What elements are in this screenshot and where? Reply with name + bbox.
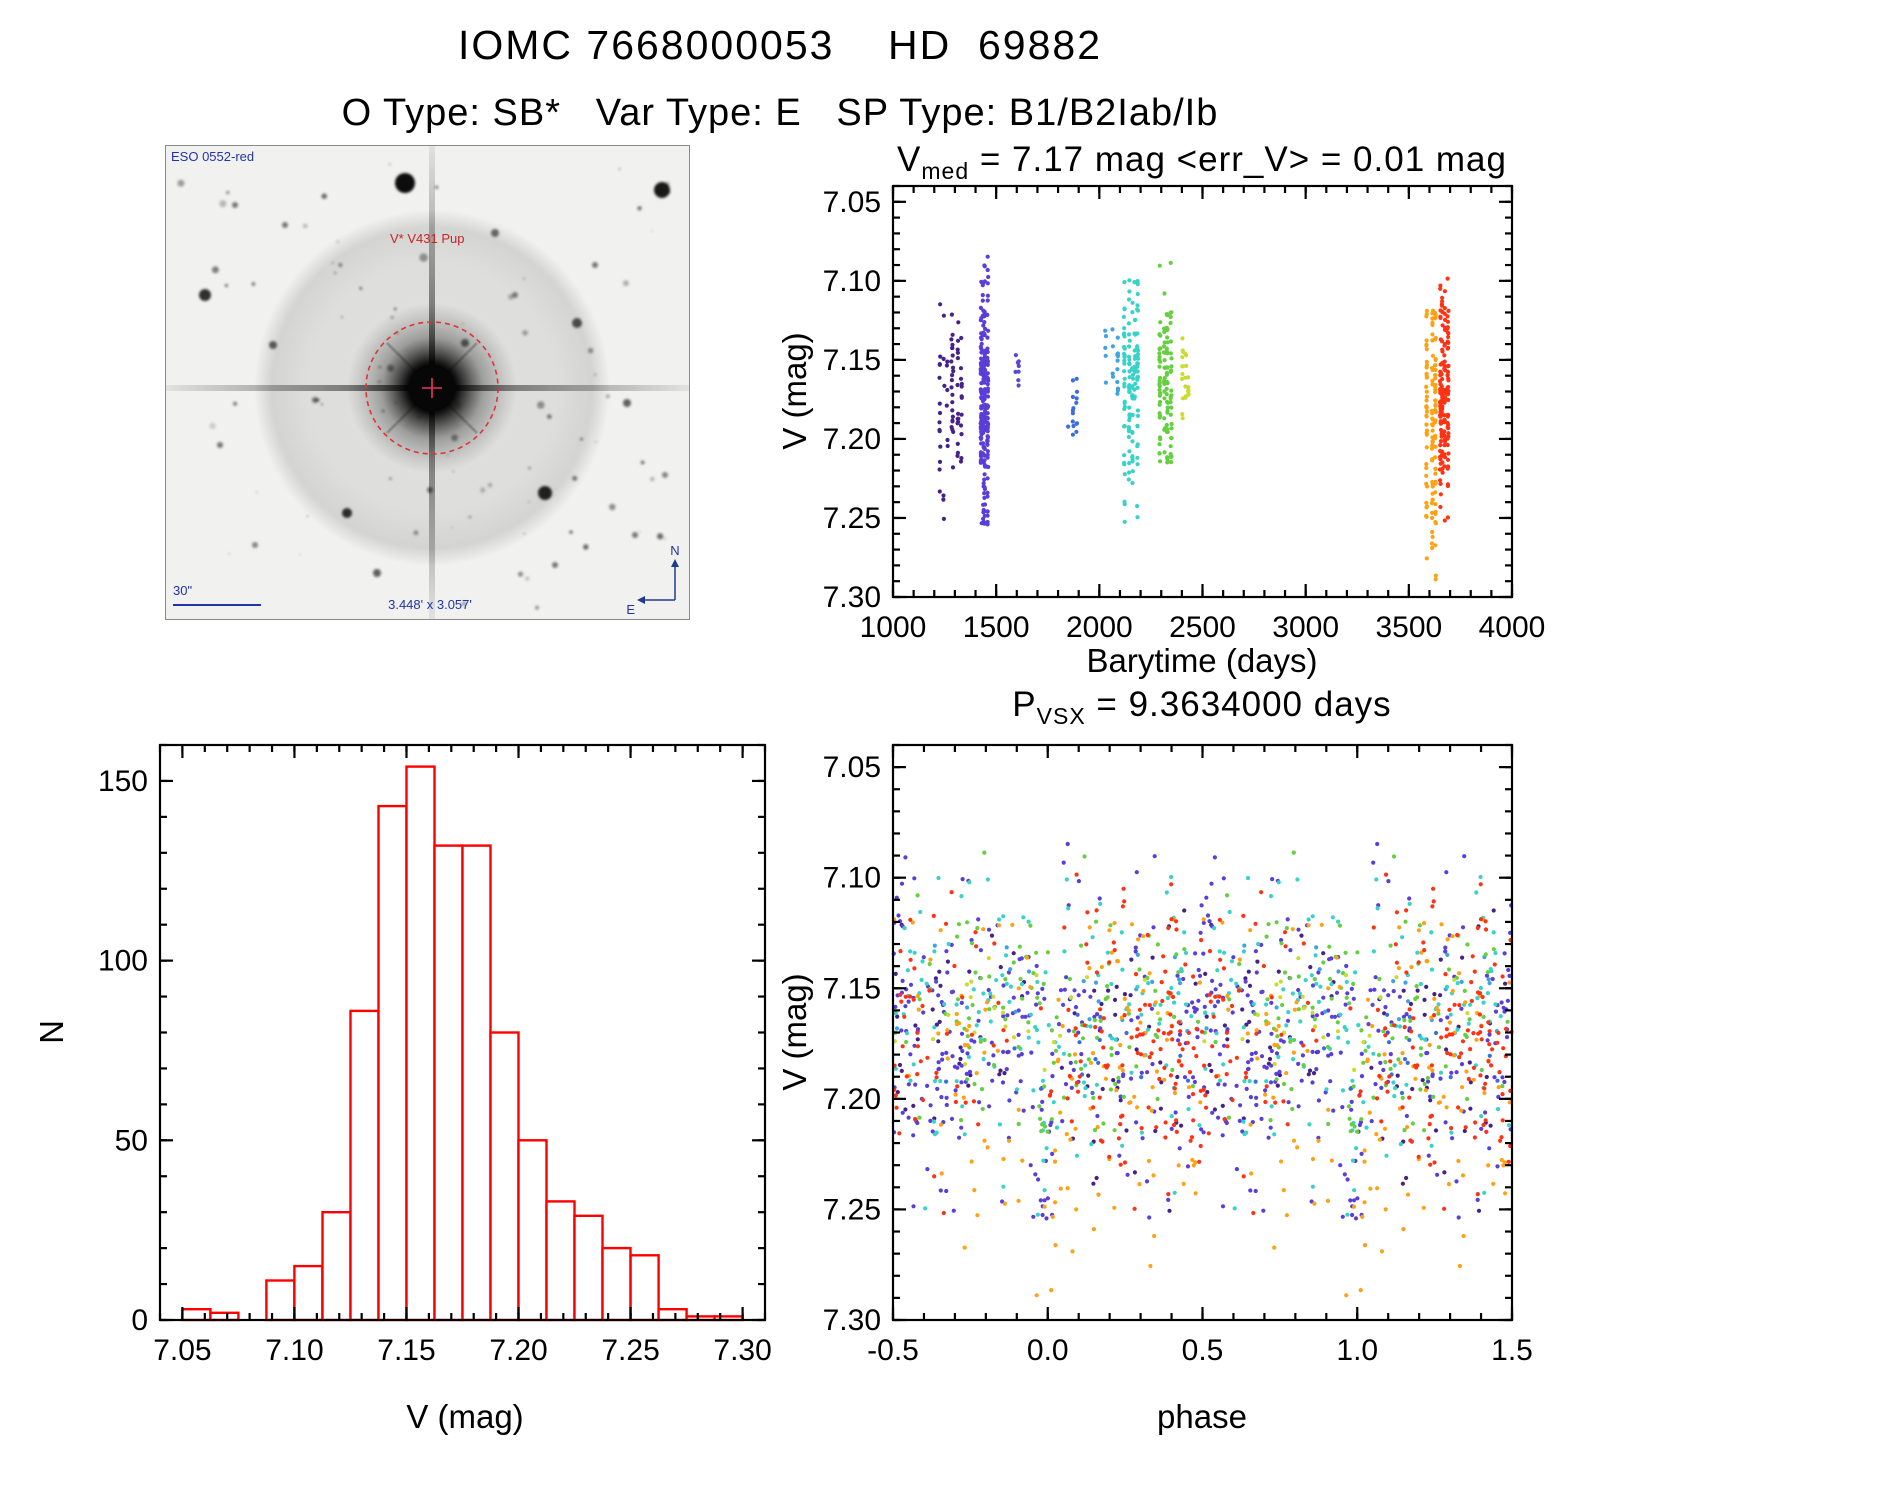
finder-chart-image: ESO 0552-red V* V431 Pup 30" 3.448' x 3.… — [165, 145, 690, 620]
y-tick-label: 7.10 — [823, 862, 881, 895]
x-tick-label: 1.5 — [1491, 1334, 1533, 1367]
compass-east-arrow-icon — [637, 596, 645, 604]
y-tick-label: 7.15 — [823, 972, 881, 1005]
y-tick-label: 7.15 — [823, 344, 881, 377]
y-tick-label: 100 — [98, 945, 148, 978]
finder-compass: N E — [626, 543, 679, 617]
phase-tick-labels: -0.5 0.0 0.5 1.0 1.5 7.05 7.10 7.15 7.20 7.25 7.30 — [823, 751, 1533, 1367]
y-tick-label: 50 — [115, 1124, 148, 1157]
compass-east-label: E — [626, 602, 635, 617]
x-tick-label: 7.05 — [153, 1334, 211, 1367]
x-tick-label: 2500 — [1169, 611, 1236, 644]
y-tick-label: 7.25 — [823, 1193, 881, 1226]
lightcurve-title: Vmed = 7.17 mag <err_V> = 0.01 mag — [892, 140, 1512, 185]
compass-north-arrow-icon — [671, 559, 679, 567]
histogram-axes — [158, 743, 767, 1322]
y-tick-label: 7.10 — [823, 265, 881, 298]
x-tick-label: 3500 — [1375, 611, 1442, 644]
y-tick-label: 7.05 — [823, 751, 881, 784]
finder-fov-label: 3.448' x 3.057' — [388, 597, 472, 612]
finder-star-name-label: V* V431 Pup — [390, 231, 464, 246]
y-tick-label: 7.30 — [823, 1304, 881, 1337]
phase-axes — [891, 743, 1514, 1322]
compass-north-label: N — [670, 543, 679, 558]
phase-data-points — [891, 841, 1514, 1298]
phase-plot-title: PVSX = 9.3634000 days — [892, 685, 1512, 730]
x-tick-label: 7.25 — [601, 1334, 659, 1367]
period-subscript: VSX — [1036, 703, 1086, 729]
page-title: IOMC 7668000053 HD 69882 — [457, 22, 1103, 68]
period-value-text: = 9.3634000 days — [1085, 685, 1392, 724]
histogram-x-axis-label: V (mag) — [406, 1398, 524, 1435]
phase-x-axis-label: phase — [1157, 1398, 1247, 1435]
lightcurve-plot: 1000 1500 2000 2500 3000 3500 4000 7.05 7.10 7.15… — [823, 184, 1546, 644]
page-subtitle: O Type: SB* Var Type: E SP Type: B1/B2Ia… — [341, 92, 1219, 134]
x-tick-label: 3000 — [1272, 611, 1339, 644]
finder-scale-label: 30" — [173, 583, 192, 598]
lightcurve-y-axis-label: V (mag) — [776, 332, 813, 450]
x-tick-label: 1.0 — [1336, 1334, 1378, 1367]
vmed-subscript: med — [921, 158, 970, 184]
lightcurve-data-points — [937, 254, 1451, 582]
lightcurve-axes — [891, 184, 1514, 599]
x-tick-label: 7.15 — [377, 1334, 435, 1367]
period-symbol: P — [1012, 685, 1037, 724]
x-tick-label: 7.10 — [265, 1334, 323, 1367]
finder-aperture-circle — [365, 321, 499, 455]
x-tick-label: 1000 — [860, 611, 927, 644]
histogram-bars — [181, 765, 744, 1322]
x-tick-label: 0.5 — [1182, 1334, 1224, 1367]
x-tick-label: 4000 — [1479, 611, 1546, 644]
y-tick-label: 0 — [131, 1304, 148, 1337]
y-tick-label: 7.30 — [823, 581, 881, 614]
finder-border — [165, 145, 690, 620]
magnitude-histogram-plot: 7.05 7.10 7.15 7.20 7.25 7.30 0 50 100 150 — [98, 743, 772, 1367]
lightcurve-x-axis-label: Barytime (days) — [1086, 642, 1318, 679]
y-tick-label: 7.25 — [823, 502, 881, 535]
phase-folded-plot: -0.5 0.0 0.5 1.0 1.5 7.05 7.10 7.15 7.20 7.25 7.30 — [823, 743, 1533, 1367]
y-tick-label: 7.20 — [823, 423, 881, 456]
histogram-tick-labels: 7.05 7.10 7.15 7.20 7.25 7.30 0 50 100 150 — [98, 765, 772, 1367]
x-tick-label: 7.30 — [713, 1334, 771, 1367]
lightcurve-tick-labels: 1000 1500 2000 2500 3000 3500 4000 7.05 7.10 7.15… — [823, 186, 1546, 644]
y-tick-label: 7.20 — [823, 1083, 881, 1116]
finder-survey-label: ESO 0552-red — [171, 149, 254, 164]
y-tick-label: 7.05 — [823, 186, 881, 219]
finder-field-stars — [177, 163, 671, 610]
x-tick-label: -0.5 — [867, 1334, 919, 1367]
x-tick-label: 2000 — [1066, 611, 1133, 644]
vmed-symbol: V — [897, 140, 922, 179]
x-tick-label: 7.20 — [489, 1334, 547, 1367]
x-tick-label: 0.0 — [1027, 1334, 1069, 1367]
histogram-y-axis-label: N — [33, 1020, 70, 1044]
y-tick-label: 150 — [98, 765, 148, 798]
vmed-value-text: = 7.17 mag <err_V> = 0.01 mag — [969, 140, 1507, 179]
phase-y-axis-label: V (mag) — [776, 973, 813, 1091]
x-tick-label: 1500 — [963, 611, 1030, 644]
